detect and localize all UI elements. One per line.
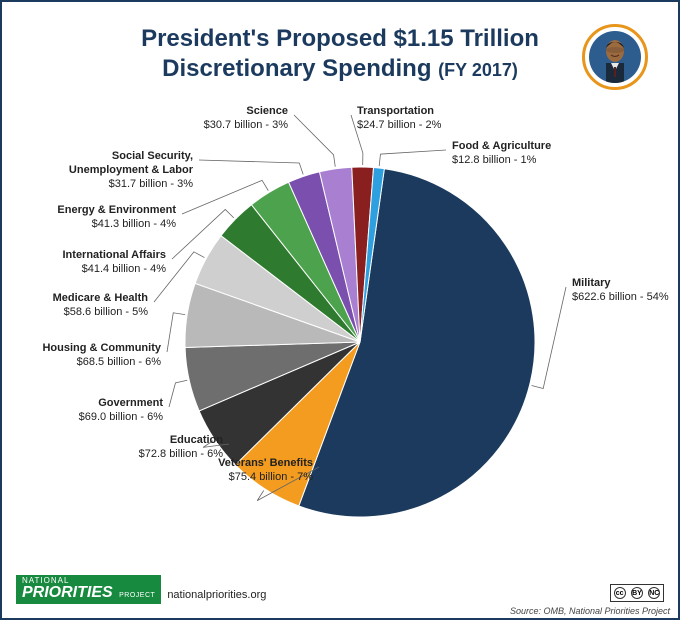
chart-frame: President's Proposed $1.15 Trillion Disc…	[0, 0, 680, 620]
pie-chart: Military$622.6 billion - 54% Veterans' Be…	[2, 92, 678, 562]
title-line-2: Discretionary Spending (FY 2017)	[2, 54, 678, 84]
title-line-2-main: Discretionary Spending	[162, 55, 431, 82]
logo-project: PROJECT	[119, 592, 155, 599]
cc-license-badge: cc BY NC	[610, 584, 664, 602]
logo-block: NATIONAL PRIORITIES PROJECT	[16, 575, 161, 604]
slice-label: Veterans' Benefits$75.4 billion - 7%	[218, 457, 313, 485]
slice-label: Energy & Environment$41.3 billion - 4%	[57, 204, 176, 232]
slice-label: Food & Agriculture$12.8 billion - 1%	[452, 140, 551, 168]
slice-label: Medicare & Health$58.6 billion - 5%	[53, 292, 148, 320]
slice-label: Government$69.0 billion - 6%	[79, 397, 163, 425]
org-logo: NATIONAL PRIORITIES PROJECT nationalprio…	[16, 575, 266, 604]
title-line-1: President's Proposed $1.15 Trillion	[2, 24, 678, 54]
logo-priorities: PRIORITIES	[22, 584, 113, 601]
cc-nc-icon: NC	[648, 587, 660, 599]
org-url: nationalpriorities.org	[167, 589, 266, 604]
source-attribution: Source: OMB, National Priorities Project	[510, 606, 670, 616]
president-avatar	[589, 31, 641, 83]
leader-line	[294, 115, 335, 167]
footer: NATIONAL PRIORITIES PROJECT nationalprio…	[2, 576, 678, 618]
slice-label: Housing & Community$68.5 billion - 6%	[42, 342, 161, 370]
slice-label: Science$30.7 billion - 3%	[204, 105, 288, 133]
title-line-2-sub: (FY 2017)	[438, 60, 518, 80]
slice-label: International Affairs$41.4 billion - 4%	[63, 249, 167, 277]
slice-label: Education$72.8 billion - 6%	[139, 434, 223, 462]
cc-icon: cc	[614, 587, 626, 599]
leader-line	[169, 380, 187, 407]
leader-line	[199, 160, 303, 174]
slice-label: Transportation$24.7 billion - 2%	[357, 105, 441, 133]
avatar-ring	[582, 24, 648, 90]
cc-by-icon: BY	[631, 587, 643, 599]
slice-label: Social Security,Unemployment & Labor$31.…	[69, 150, 193, 191]
slice-label: Military$622.6 billion - 54%	[572, 277, 669, 305]
leader-line	[379, 150, 446, 166]
leader-line	[532, 287, 566, 388]
chart-title: President's Proposed $1.15 Trillion Disc…	[2, 24, 678, 84]
leader-line	[167, 313, 185, 352]
